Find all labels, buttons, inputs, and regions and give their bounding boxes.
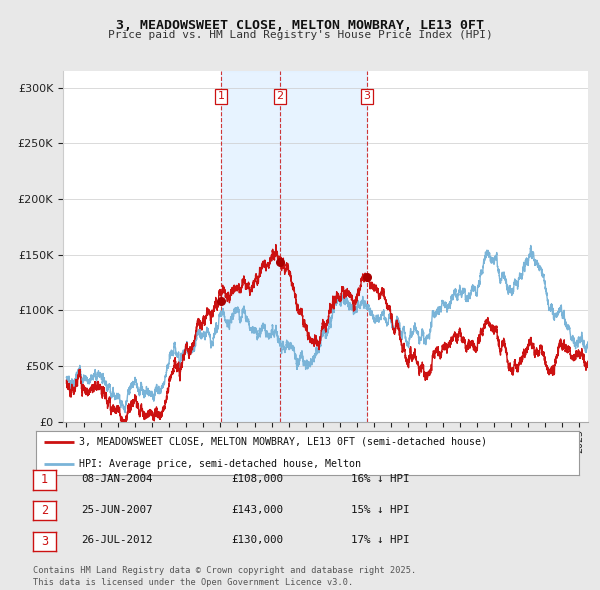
Text: 15% ↓ HPI: 15% ↓ HPI bbox=[351, 505, 409, 514]
Text: HPI: Average price, semi-detached house, Melton: HPI: Average price, semi-detached house,… bbox=[79, 459, 361, 469]
Text: £130,000: £130,000 bbox=[231, 536, 283, 545]
Text: 17% ↓ HPI: 17% ↓ HPI bbox=[351, 536, 409, 545]
Text: 16% ↓ HPI: 16% ↓ HPI bbox=[351, 474, 409, 484]
Bar bbox=[280, 71, 367, 422]
Text: 2: 2 bbox=[41, 504, 48, 517]
Text: 26-JUL-2012: 26-JUL-2012 bbox=[81, 536, 152, 545]
Text: 3, MEADOWSWEET CLOSE, MELTON MOWBRAY, LE13 0FT (semi-detached house): 3, MEADOWSWEET CLOSE, MELTON MOWBRAY, LE… bbox=[79, 437, 487, 447]
Bar bbox=[221, 71, 280, 422]
Text: 1: 1 bbox=[217, 91, 224, 101]
Text: Contains HM Land Registry data © Crown copyright and database right 2025.
This d: Contains HM Land Registry data © Crown c… bbox=[33, 566, 416, 587]
Text: Price paid vs. HM Land Registry's House Price Index (HPI): Price paid vs. HM Land Registry's House … bbox=[107, 30, 493, 40]
Text: 3, MEADOWSWEET CLOSE, MELTON MOWBRAY, LE13 0FT: 3, MEADOWSWEET CLOSE, MELTON MOWBRAY, LE… bbox=[116, 19, 484, 32]
Text: 2: 2 bbox=[276, 91, 283, 101]
Text: 25-JUN-2007: 25-JUN-2007 bbox=[81, 505, 152, 514]
Text: 3: 3 bbox=[364, 91, 370, 101]
Text: 1: 1 bbox=[41, 473, 48, 487]
Text: £108,000: £108,000 bbox=[231, 474, 283, 484]
Text: £143,000: £143,000 bbox=[231, 505, 283, 514]
Text: 08-JAN-2004: 08-JAN-2004 bbox=[81, 474, 152, 484]
Text: 3: 3 bbox=[41, 535, 48, 548]
